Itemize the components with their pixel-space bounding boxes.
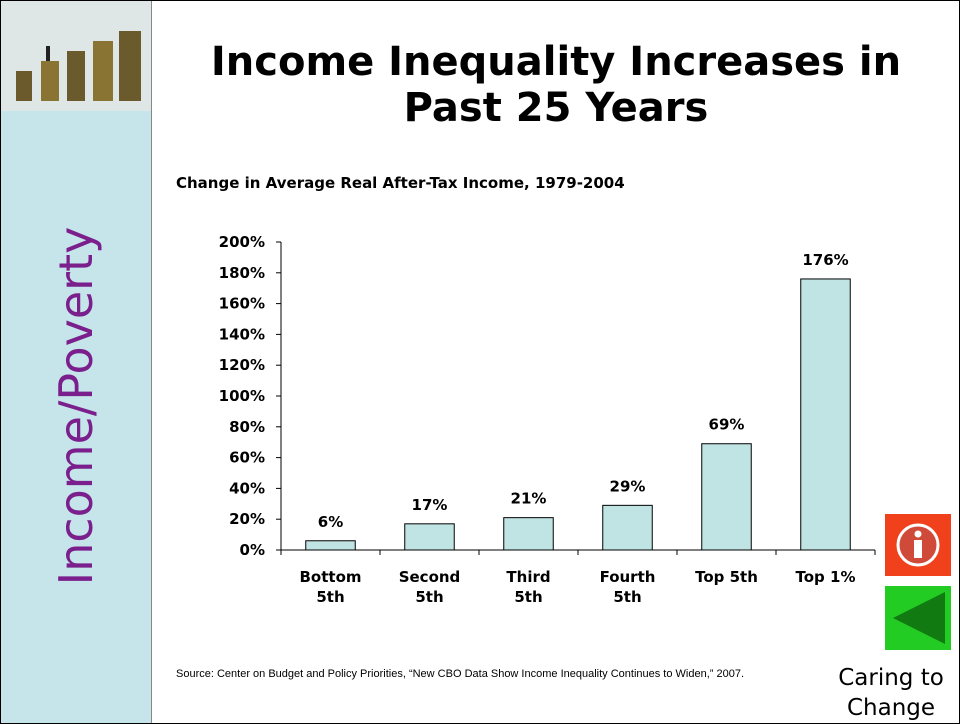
y-tick-label: 60% <box>229 449 265 467</box>
y-tick-label: 180% <box>219 264 265 282</box>
y-tick-label: 120% <box>219 356 265 374</box>
y-tick-label: 40% <box>229 479 265 497</box>
x-tick-label: Second 5th <box>398 568 461 606</box>
y-tick-label: 140% <box>219 325 265 343</box>
bar <box>404 523 455 551</box>
footer-label: Caring to Change <box>838 665 944 721</box>
value-label: 176% <box>802 251 848 269</box>
chart-title: Change in Average Real After-Tax Income,… <box>176 174 625 192</box>
bar <box>701 443 752 551</box>
bar <box>800 278 851 551</box>
info-button[interactable] <box>885 514 951 576</box>
x-tick-label: Top 1% <box>795 568 856 586</box>
y-tick-label: 80% <box>229 418 265 436</box>
value-label: 29% <box>610 477 646 495</box>
sidebar: Income/Poverty <box>1 1 152 723</box>
x-tick-label: Fourth 5th <box>599 568 656 606</box>
y-tick-label: 200% <box>219 233 265 251</box>
nav-buttons <box>885 514 951 650</box>
value-label: 17% <box>412 496 448 514</box>
slide-title: Income Inequality Increases in Past 25 Y… <box>210 39 902 131</box>
bar <box>503 517 554 551</box>
coin-image <box>1 1 151 111</box>
value-label: 6% <box>318 513 343 531</box>
x-tick-label: Bottom 5th <box>299 568 362 606</box>
bar <box>602 504 653 551</box>
x-tick-label: Top 5th <box>695 568 758 586</box>
value-label: 69% <box>709 416 745 434</box>
y-tick-label: 0% <box>240 541 265 559</box>
value-label: 21% <box>511 490 547 508</box>
source-note: Source: Center on Budget and Policy Prio… <box>176 668 745 680</box>
back-button[interactable] <box>885 586 951 650</box>
x-tick-label: Third 5th <box>506 568 551 606</box>
y-tick-label: 100% <box>219 387 265 405</box>
bar <box>305 540 356 551</box>
y-tick-label: 160% <box>219 295 265 313</box>
y-tick-label: 20% <box>229 510 265 528</box>
